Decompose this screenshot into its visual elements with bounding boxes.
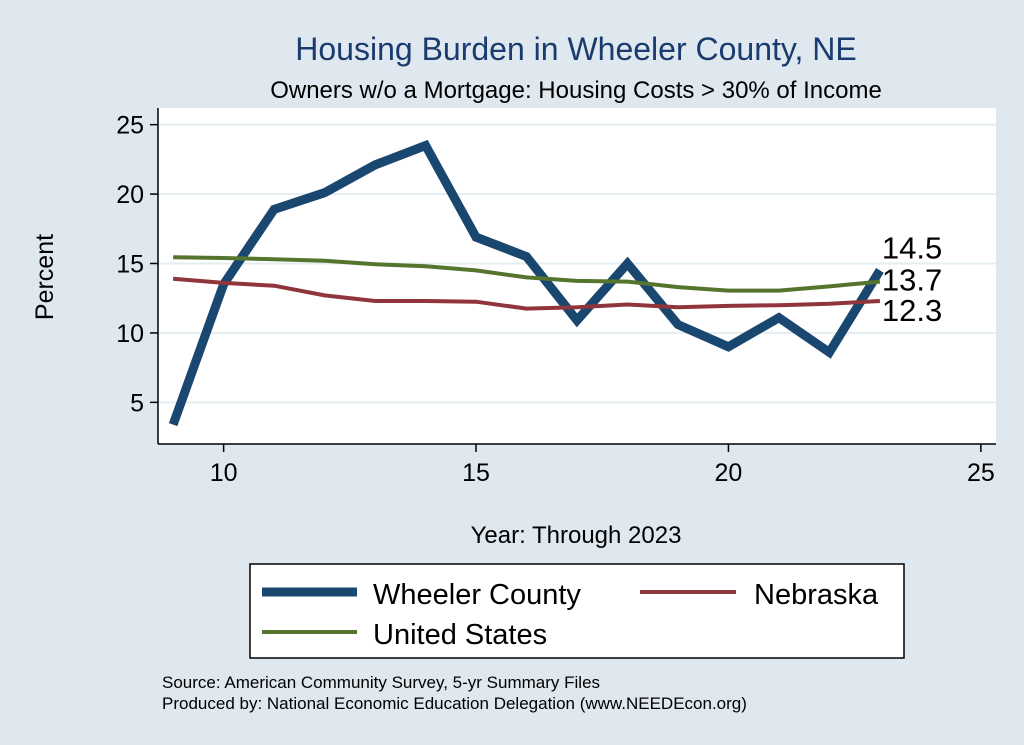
y-tick-label-25: 25 — [116, 112, 144, 140]
end-labels: 14.5 12.313.7 — [882, 230, 942, 328]
legend-label-united-states: United States — [373, 619, 547, 651]
axes: 5 10 15 20 25 10 15 20 25 — [116, 108, 996, 487]
end-label-nebraska: 12.3 — [882, 293, 942, 328]
end-label-wheeler-county: 14.5 — [882, 230, 942, 265]
legend-label-nebraska: Nebraska — [754, 579, 879, 611]
legend: Wheeler County Nebraska United States — [249, 563, 905, 659]
x-axis-title: Year: Through 2023 — [471, 522, 682, 549]
y-tick-label-20: 20 — [116, 181, 144, 209]
source-note: Source: American Community Survey, 5-yr … — [162, 673, 600, 692]
y-axis-title: Percent — [31, 234, 59, 320]
plot-area — [158, 108, 996, 444]
chart-title: Housing Burden in Wheeler County, NE — [295, 31, 856, 67]
series-layer — [168, 139, 884, 427]
legend-label-wheeler-county: Wheeler County — [373, 579, 581, 611]
y-tick-label-10: 10 — [116, 320, 144, 348]
chart-subtitle: Owners w/o a Mortgage: Housing Costs > 3… — [270, 77, 882, 104]
x-tick-label-10: 10 — [210, 459, 238, 487]
x-tick-label-15: 15 — [462, 459, 490, 487]
y-tick-label-5: 5 — [130, 389, 144, 417]
produced-by-note: Produced by: National Economic Education… — [162, 694, 747, 713]
series-line-nebraska — [172, 276, 881, 311]
x-tick-label-20: 20 — [715, 459, 743, 487]
y-tick-label-15: 15 — [116, 251, 144, 279]
end-label-united-states: 13.7 — [882, 263, 942, 298]
series-line-united-states — [173, 255, 881, 293]
series-line-wheeler-county — [168, 139, 884, 427]
x-tick-label-25: 25 — [967, 459, 995, 487]
legend-box — [249, 563, 905, 659]
grid-lines — [158, 123, 996, 404]
